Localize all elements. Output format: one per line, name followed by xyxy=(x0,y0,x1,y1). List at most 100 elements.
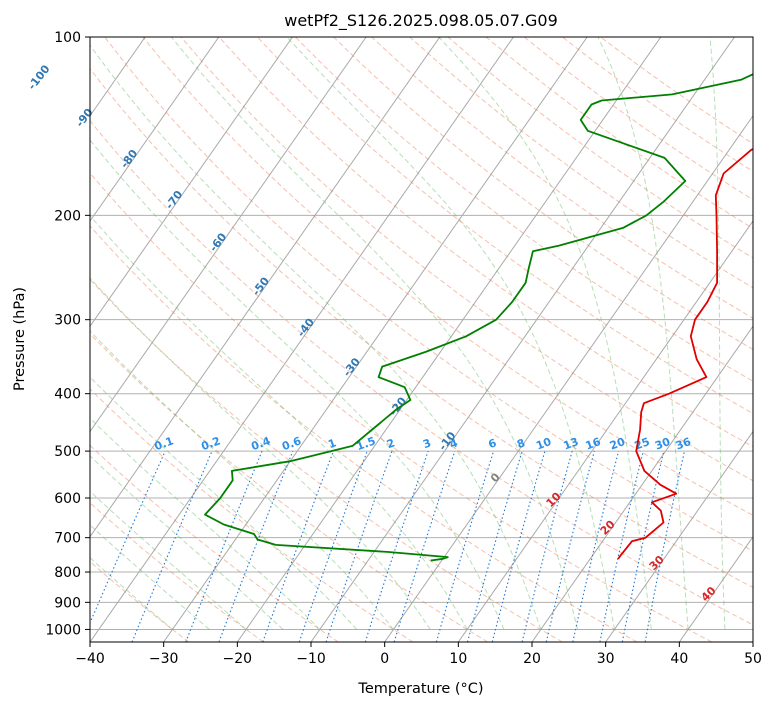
dry-adiabat-line xyxy=(90,561,190,642)
y-tick-label: 800 xyxy=(54,565,81,581)
mixing-ratio-line xyxy=(545,450,595,642)
mixing-ratio-label: 30 xyxy=(653,435,672,453)
dry-adiabat-line xyxy=(90,119,753,626)
moist-adiabat-line xyxy=(286,37,615,630)
y-tick-label: 1000 xyxy=(45,622,81,638)
mixing-ratio-label: 0.4 xyxy=(249,434,272,453)
dry-adiabat-line xyxy=(90,388,414,642)
x-tick-label: 30 xyxy=(597,651,615,667)
isotherm-line xyxy=(90,37,514,642)
mixing-ratio-label: 20 xyxy=(608,435,627,453)
moist-adiabat-line xyxy=(90,376,357,630)
moist-adiabat-line xyxy=(90,524,210,630)
sounding-series xyxy=(204,73,753,562)
y-tick-label: 700 xyxy=(54,531,81,547)
y-tick-label: 200 xyxy=(54,208,81,224)
mixing-ratio-line xyxy=(435,450,495,642)
y-tick-label: 600 xyxy=(54,491,81,507)
dry-adiabat-line xyxy=(90,67,753,589)
mixing-ratio-label: 16 xyxy=(584,435,603,453)
moist-adiabat-line xyxy=(90,214,468,630)
x-axis-title: Temperature (°C) xyxy=(357,681,483,697)
isotherm-line xyxy=(90,37,220,222)
mixing-ratio-line xyxy=(364,450,429,642)
mixing-ratio-label: 36 xyxy=(674,435,693,453)
x-tick-label: −10 xyxy=(296,651,326,667)
x-tick-label: −30 xyxy=(149,651,179,667)
dewpoint-profile-line xyxy=(204,73,753,562)
mixing-ratio-line xyxy=(393,450,456,642)
mixing-ratio-label: 8 xyxy=(515,436,527,451)
dry-adiabat-line xyxy=(142,37,753,516)
mixing-ratio-label: 3 xyxy=(421,436,433,451)
isotherm-line xyxy=(531,325,753,642)
mixing-ratio-label: 4 xyxy=(448,436,460,451)
moist-adiabat-line xyxy=(438,37,652,630)
moist-adiabat-line xyxy=(597,37,689,630)
mixing-ratio-line xyxy=(491,450,546,642)
isotherm-line xyxy=(605,430,753,642)
isotherm-line xyxy=(90,37,293,328)
dry-adiabat-line xyxy=(90,172,712,642)
moist-adiabat-line xyxy=(90,139,505,630)
mixing-ratio-label: 10 xyxy=(534,435,553,453)
mixing-ratio-line xyxy=(325,450,393,642)
isotherm-line xyxy=(310,37,735,642)
mixing-ratio-label: 13 xyxy=(562,435,581,452)
moist-adiabat-line xyxy=(90,277,431,630)
x-tick-label: 40 xyxy=(670,651,688,667)
dry-adiabat-line xyxy=(333,37,753,351)
background-lines xyxy=(90,37,753,642)
y-tick-label: 500 xyxy=(54,444,81,460)
dry-adiabat-line xyxy=(371,37,753,319)
mixing-ratio-line xyxy=(90,450,166,625)
y-tick-label: 400 xyxy=(54,387,81,403)
y-tick-label: 900 xyxy=(54,595,81,611)
isotherm-line xyxy=(678,535,753,642)
isotherm-line xyxy=(384,114,753,642)
mixing-ratio-label: 0.6 xyxy=(280,434,303,453)
dry-adiabat-line xyxy=(295,37,753,382)
y-tick-label: 100 xyxy=(54,30,81,46)
moist-adiabat-line xyxy=(90,557,173,630)
mixing-ratio-line xyxy=(521,450,573,642)
isotherm-line xyxy=(163,37,588,642)
mixing-ratio-line xyxy=(466,450,523,642)
x-tick-label: 10 xyxy=(449,651,467,667)
isotherm-line xyxy=(90,37,367,433)
mixing-ratio-line xyxy=(185,450,263,642)
x-tick-label: 20 xyxy=(523,651,541,667)
mixing-ratio-line xyxy=(262,450,334,642)
y-axis-title: Pressure (hPa) xyxy=(12,287,28,391)
isotherm-line xyxy=(457,220,753,642)
dry-adiabat-line xyxy=(180,37,753,482)
x-tick-label: 0 xyxy=(380,651,389,667)
dry-adiabat-line xyxy=(90,278,563,642)
isotherm-line xyxy=(90,37,441,538)
isotherm-line xyxy=(236,37,662,642)
dry-adiabat-line xyxy=(218,37,753,448)
axis-ticks: −40 −30 −20 −10 0 10 20 30 40 50 100 200 300 400 500 60… xyxy=(45,30,762,667)
mixing-ratio-line xyxy=(599,450,644,642)
mixing-ratio-label: 2 xyxy=(385,436,397,451)
mixing-ratio-line xyxy=(298,450,368,642)
moist-adiabat-line xyxy=(709,37,726,630)
moist-adiabat-line xyxy=(90,417,321,630)
x-tick-label: −40 xyxy=(75,651,105,667)
mixing-ratio-label: 0.2 xyxy=(199,434,222,453)
mixing-ratio-line xyxy=(218,450,294,642)
plot-frame xyxy=(89,36,754,643)
temperature-profile-line xyxy=(617,148,753,560)
mixing-ratio-label: 0.1 xyxy=(153,434,176,453)
y-tick-label: 300 xyxy=(54,313,81,329)
chart-title: wetPf2_S126.2025.098.05.07.G09 xyxy=(284,11,558,31)
dry-adiabat-line xyxy=(104,37,753,552)
mixing-ratio-line xyxy=(131,450,213,642)
mixing-ratio-label: 1 xyxy=(326,436,338,451)
x-tick-label: −20 xyxy=(223,651,253,667)
dry-adiabat-line xyxy=(90,333,488,642)
x-tick-label: 50 xyxy=(744,651,762,667)
